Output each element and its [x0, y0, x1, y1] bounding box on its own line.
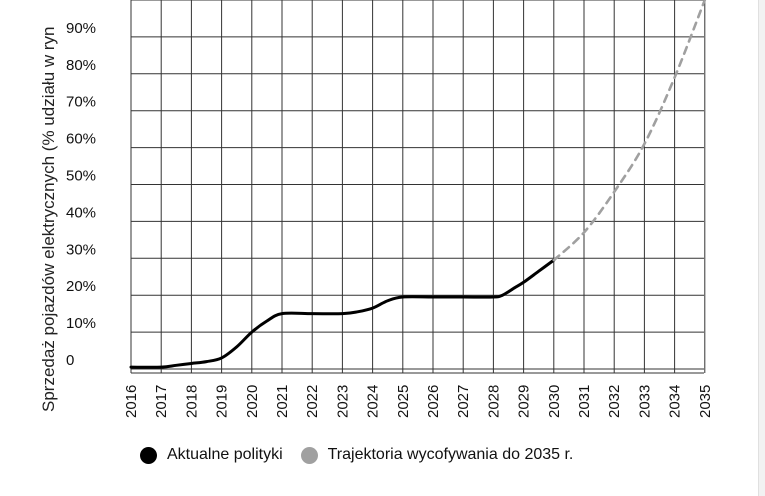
x-tick-label: 2032: [606, 385, 623, 418]
x-tick-label: 2024: [365, 385, 382, 418]
x-tick-label: 2025: [395, 385, 412, 418]
x-tick-label: 2033: [636, 385, 653, 418]
y-tick-label: 0: [66, 352, 74, 369]
y-tick-label: 10%: [66, 315, 96, 332]
y-tick-label: 20%: [66, 278, 96, 295]
y-tick-label: 80%: [66, 57, 96, 74]
legend-item-phaseout-trajectory: Trajektoria wycofywania do 2035 r.: [300, 446, 574, 464]
x-tick-label: 2016: [123, 385, 140, 418]
x-tick-label: 2029: [516, 385, 533, 418]
x-tick-label: 2019: [214, 385, 231, 418]
legend: Aktualne polityki Trajektoria wycofywani…: [140, 446, 591, 464]
x-tick-label: 2018: [183, 385, 200, 418]
series-line-current-policies: [129, 258, 556, 369]
legend-label-current-policies: Aktualne polityki: [167, 446, 283, 463]
x-tick-label: 2022: [304, 385, 321, 418]
x-tick-label: 2021: [274, 385, 291, 418]
x-tick-label: 2027: [455, 385, 472, 418]
x-tick-label: 2034: [667, 385, 684, 418]
y-tick-label: 60%: [66, 131, 96, 148]
y-tick-label: 50%: [66, 168, 96, 185]
x-tick-label: 2020: [244, 385, 261, 418]
y-tick-label: 70%: [66, 94, 96, 111]
x-tick-label: 2035: [697, 385, 714, 418]
series-line-phaseout-trajectory: [552, 0, 707, 262]
x-tick-label: 2023: [334, 385, 351, 418]
y-axis: 0 10% 20% 30% 40% 50% 60% 70% 80% 90%: [66, 20, 96, 369]
y-tick-label: 30%: [66, 241, 96, 258]
x-tick-label: 2031: [576, 385, 593, 418]
x-axis: 2016 2017 2018 2019 2020 2021 2022 2023 2024 2025…: [123, 385, 714, 418]
y-axis-label: Sprzedaż pojazdów elektrycznych (% udzia…: [39, 26, 58, 412]
legend-label-phaseout-trajectory: Trajektoria wycofywania do 2035 r.: [327, 446, 574, 463]
x-tick-label: 2017: [153, 385, 170, 418]
legend-swatch-current-policies: [140, 446, 157, 464]
plot-area: [129, 0, 707, 369]
window-edge: [758, 0, 765, 496]
legend-swatch-phaseout-trajectory: [300, 446, 318, 464]
legend-item-current-policies: Aktualne polityki: [140, 446, 283, 464]
chart: 010%20%30%40%50%60%70%80%90% 2016 2017 201…: [39, 0, 714, 418]
x-tick-label: 2026: [425, 385, 442, 418]
x-tick-label: 2028: [485, 385, 502, 418]
y-tick-label: 40%: [66, 204, 96, 221]
grid: [130, 0, 706, 374]
x-tick-label: 2030: [546, 385, 563, 418]
y-tick-label: 90%: [66, 20, 96, 37]
